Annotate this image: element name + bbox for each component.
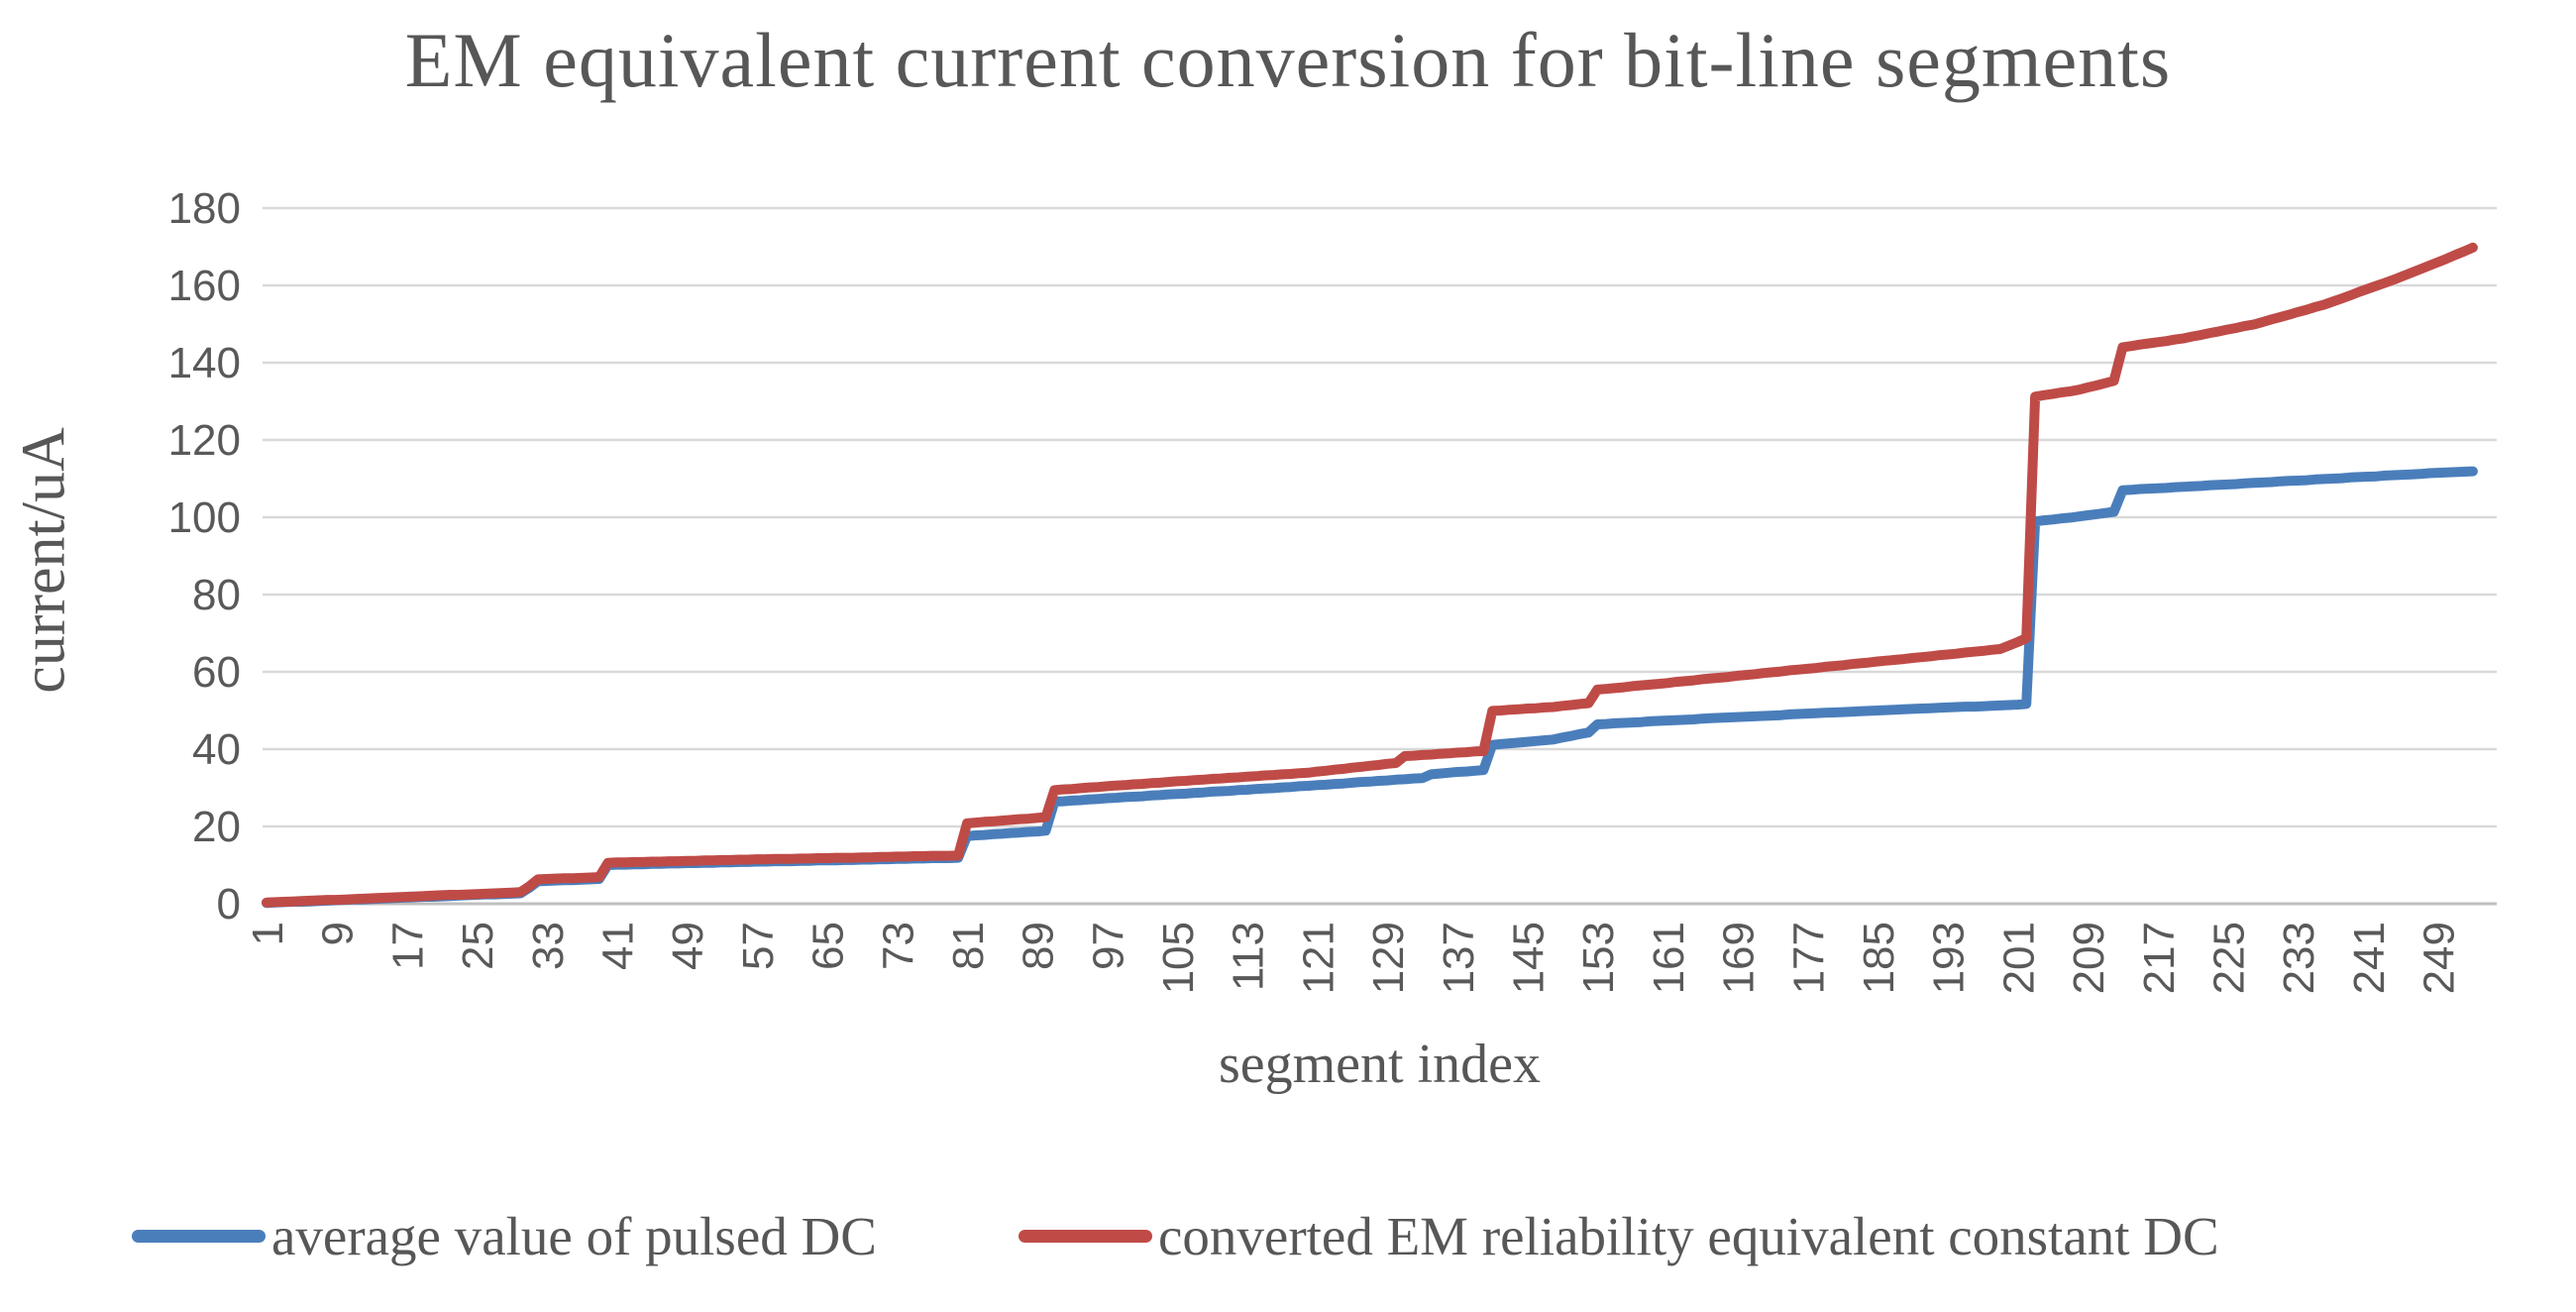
x-tick-label: 1 bbox=[244, 922, 292, 945]
x-tick-label: 217 bbox=[2135, 922, 2184, 994]
x-tick-label: 185 bbox=[1855, 922, 1903, 994]
x-tick-label: 201 bbox=[1994, 922, 2043, 994]
y-tick-label: 140 bbox=[168, 339, 241, 387]
y-tick-label: 100 bbox=[168, 493, 241, 542]
legend-swatch-blue bbox=[132, 1229, 266, 1243]
x-tick-label: 249 bbox=[2415, 922, 2464, 994]
x-tick-label: 145 bbox=[1505, 922, 1554, 994]
x-tick-label: 177 bbox=[1784, 922, 1833, 994]
legend-entry-pulsed-dc: average value of pulsed DC bbox=[132, 1201, 877, 1270]
legend-label: converted EM reliability equivalent cons… bbox=[1158, 1205, 2219, 1266]
chart-legend: average value of pulsed DC converted EM … bbox=[0, 1201, 2576, 1270]
y-tick-label: 120 bbox=[168, 416, 241, 465]
x-tick-label: 25 bbox=[454, 922, 502, 970]
x-tick-label: 233 bbox=[2275, 922, 2323, 994]
y-tick-label: 20 bbox=[192, 803, 241, 851]
x-tick-label: 57 bbox=[734, 922, 783, 970]
legend-entry-constant-dc: converted EM reliability equivalent cons… bbox=[1019, 1201, 2219, 1270]
y-tick-label: 60 bbox=[192, 648, 241, 697]
legend-label: average value of pulsed DC bbox=[271, 1205, 877, 1266]
x-tick-label: 81 bbox=[944, 922, 993, 970]
x-tick-label: 49 bbox=[664, 922, 712, 970]
x-tick-label: 73 bbox=[874, 922, 922, 970]
series-line-pulsed-dc bbox=[262, 466, 2478, 909]
x-tick-label: 97 bbox=[1084, 922, 1132, 970]
chart-title: EM equivalent current conversion for bit… bbox=[404, 17, 2172, 103]
x-tick-label: 9 bbox=[314, 922, 363, 945]
x-tick-label: 153 bbox=[1574, 922, 1623, 994]
x-tick-label: 105 bbox=[1154, 922, 1203, 994]
x-tick-label: 41 bbox=[594, 922, 643, 970]
x-tick-label: 225 bbox=[2205, 922, 2254, 994]
x-tick-label: 161 bbox=[1645, 922, 1693, 994]
y-tick-label: 180 bbox=[168, 184, 241, 233]
y-tick-label: 0 bbox=[217, 880, 241, 929]
x-tick-label: 137 bbox=[1435, 922, 1483, 994]
x-tick-label: 17 bbox=[383, 922, 432, 970]
x-tick-label: 241 bbox=[2345, 922, 2394, 994]
x-tick-label: 65 bbox=[805, 922, 853, 970]
series-line-constant-dc bbox=[262, 242, 2478, 908]
x-axis-title: segment index bbox=[1218, 1034, 1542, 1095]
y-tick-label: 80 bbox=[192, 571, 241, 619]
x-tick-label: 113 bbox=[1225, 922, 1273, 991]
x-tick-label: 121 bbox=[1294, 922, 1342, 994]
x-tick-label: 33 bbox=[524, 922, 573, 970]
x-tick-label: 193 bbox=[1925, 922, 1974, 994]
x-tick-label: 169 bbox=[1715, 922, 1764, 994]
y-tick-label: 40 bbox=[192, 725, 241, 774]
y-tick-label: 160 bbox=[168, 262, 241, 310]
legend-swatch-red bbox=[1019, 1229, 1152, 1243]
x-tick-label: 89 bbox=[1015, 922, 1063, 970]
x-tick-label: 129 bbox=[1364, 922, 1413, 994]
x-tick-label: 209 bbox=[2065, 922, 2113, 994]
